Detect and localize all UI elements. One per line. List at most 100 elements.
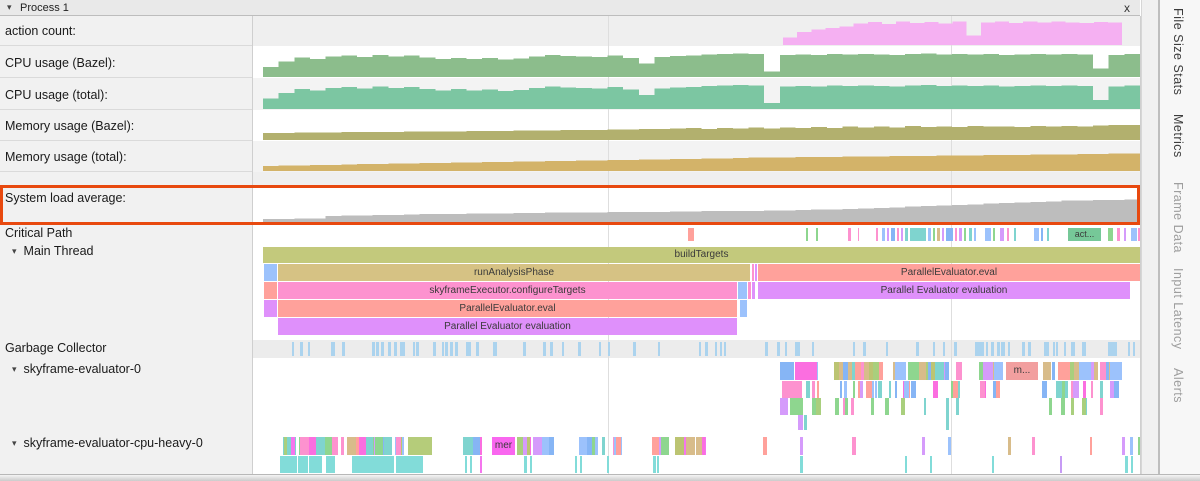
cpu-heavy-level2-slice[interactable] <box>314 456 321 473</box>
evaluator0-level3-slice[interactable] <box>1071 398 1074 415</box>
evaluator0-level2-slice[interactable] <box>952 381 958 398</box>
trace-slice[interactable]: Parallel Evaluator evaluation <box>278 318 737 335</box>
gc-ticks-slice[interactable] <box>469 342 471 356</box>
evaluator0-level2-slice[interactable] <box>1114 381 1119 398</box>
tab-frame-data[interactable]: Frame Data <box>1171 182 1185 253</box>
labeled-slice[interactable]: mer <box>492 437 515 455</box>
track-label-skyframe-evaluator-0[interactable]: ▾ skyframe-evaluator-0 <box>12 362 141 376</box>
gc-ticks-slice[interactable] <box>1110 342 1113 356</box>
gc-ticks-slice[interactable] <box>308 342 310 356</box>
critical-path-slice[interactable] <box>1108 228 1113 241</box>
trace-slice[interactable] <box>264 300 277 317</box>
cpu-heavy-level2-slice[interactable] <box>319 456 322 473</box>
evaluator0-level2-slice[interactable] <box>853 381 855 398</box>
gc-ticks-slice[interactable] <box>416 342 419 356</box>
cpu-heavy-level2-slice[interactable] <box>290 456 297 473</box>
trace-slice[interactable] <box>752 282 755 299</box>
cpu-heavy-level1-slice[interactable] <box>587 437 592 455</box>
trace-slice[interactable] <box>905 456 907 473</box>
evaluator0-level2-slice[interactable] <box>1083 381 1086 398</box>
trace-slice[interactable] <box>524 456 527 473</box>
close-icon[interactable]: x <box>1124 1 1130 15</box>
cpu-heavy-level1-slice[interactable] <box>686 437 695 455</box>
critical-path-slice[interactable] <box>928 228 931 241</box>
cpu-heavy-level2-slice[interactable] <box>301 456 308 473</box>
gc-ticks-slice[interactable] <box>658 342 660 356</box>
gc-ticks-slice[interactable] <box>975 342 978 356</box>
gc-ticks-slice[interactable] <box>1028 342 1031 356</box>
trace-slice[interactable] <box>748 282 751 299</box>
trace-slice[interactable] <box>1130 437 1133 455</box>
gc-ticks-slice[interactable] <box>599 342 601 356</box>
gc-ticks-slice[interactable] <box>333 342 335 356</box>
cpu-heavy-level1-slice[interactable] <box>325 437 332 455</box>
gc-ticks-slice[interactable] <box>812 342 814 356</box>
trace-slice[interactable] <box>465 456 467 473</box>
evaluator0-level1-slice[interactable] <box>1073 362 1083 380</box>
trace-slice[interactable] <box>992 456 994 473</box>
critical-path-slice[interactable] <box>816 228 818 241</box>
gc-ticks-slice[interactable] <box>1056 342 1058 356</box>
cpu-heavy-level1-slice[interactable] <box>675 437 684 455</box>
evaluator0-level3-slice[interactable] <box>817 398 821 415</box>
cpu-heavy-level2-slice[interactable] <box>353 456 359 473</box>
trace-slice[interactable] <box>780 362 794 380</box>
evaluator0-level1-slice[interactable] <box>994 362 1003 380</box>
critical-path-slice[interactable] <box>887 228 889 241</box>
critical-path-slice[interactable] <box>882 228 885 241</box>
trace-slice[interactable] <box>922 437 925 455</box>
evaluator0-level3-slice[interactable] <box>1049 398 1052 415</box>
gc-ticks-slice[interactable] <box>455 342 458 356</box>
cpu-heavy-level1-slice[interactable] <box>300 437 309 455</box>
gc-ticks-slice[interactable] <box>1002 342 1005 356</box>
gc-ticks-slice[interactable] <box>1044 342 1047 356</box>
cpu-heavy-level1-slice[interactable] <box>464 437 472 455</box>
trace-slice[interactable] <box>1090 437 1092 455</box>
gc-ticks-slice[interactable] <box>633 342 636 356</box>
evaluator0-level1-slice[interactable] <box>1100 362 1106 380</box>
collapse-triangle-icon[interactable]: ▾ <box>12 438 17 448</box>
evaluator0-level2-slice[interactable] <box>911 381 916 398</box>
critical-path-slice[interactable] <box>1007 228 1009 241</box>
evaluator0-level1-slice[interactable] <box>956 362 962 380</box>
trace-slice[interactable] <box>1131 456 1133 473</box>
vertical-scrollbar-track[interactable] <box>1141 0 1158 474</box>
gc-ticks-slice[interactable] <box>886 342 888 356</box>
gc-ticks-slice[interactable] <box>402 342 405 356</box>
trace-slice[interactable]: ParallelEvaluator.eval <box>278 300 737 317</box>
cpu-heavy-level1-slice[interactable] <box>347 437 356 455</box>
trace-slice[interactable] <box>800 456 803 473</box>
cpu-heavy-level2-slice[interactable] <box>401 456 407 473</box>
trace-slice[interactable] <box>1138 437 1140 455</box>
critical-path-slice[interactable] <box>876 228 878 241</box>
collapse-triangle-icon[interactable]: ▾ <box>12 246 17 256</box>
cpu-heavy-level2-slice[interactable] <box>357 456 365 473</box>
evaluator0-level1-slice[interactable] <box>919 362 926 380</box>
evaluator0-level2-slice[interactable] <box>904 381 909 398</box>
cpu-heavy-level1-slice[interactable] <box>542 437 549 455</box>
evaluator0-level1-slice[interactable] <box>869 362 873 380</box>
cpu-heavy-level1-slice[interactable] <box>661 437 669 455</box>
critical-path-slice[interactable] <box>901 228 903 241</box>
cpu-heavy-level1-slice[interactable] <box>523 437 527 455</box>
cpu-heavy-level2-slice[interactable] <box>327 456 332 473</box>
evaluator0-level2-slice[interactable] <box>840 381 842 398</box>
trace-slice[interactable]: Parallel Evaluator evaluation <box>758 282 1130 299</box>
evaluator0-level2-slice[interactable] <box>993 381 996 398</box>
gc-ticks-slice[interactable] <box>1008 342 1010 356</box>
evaluator0-level1-slice[interactable] <box>931 362 935 380</box>
evaluator0-level1-slice[interactable] <box>1052 362 1055 380</box>
process-header[interactable]: ▾ Process 1 x <box>0 0 1140 16</box>
cpu-heavy-level2-slice[interactable] <box>376 456 381 473</box>
critical-path-slice[interactable] <box>1138 228 1140 241</box>
evaluator0-level2-slice[interactable] <box>951 381 953 398</box>
tab-metrics[interactable]: Metrics <box>1171 114 1185 158</box>
evaluator0-level3-slice[interactable] <box>845 398 848 415</box>
cpu-heavy-level2-slice[interactable] <box>309 456 315 473</box>
gc-ticks-slice[interactable] <box>982 342 984 356</box>
evaluator0-level2-slice[interactable] <box>1071 381 1073 398</box>
evaluator0-level2-slice[interactable] <box>878 381 882 398</box>
evaluator0-level3-slice[interactable] <box>871 398 874 415</box>
trace-slice[interactable] <box>607 456 609 473</box>
cpu-heavy-level1-slice[interactable] <box>592 437 595 455</box>
